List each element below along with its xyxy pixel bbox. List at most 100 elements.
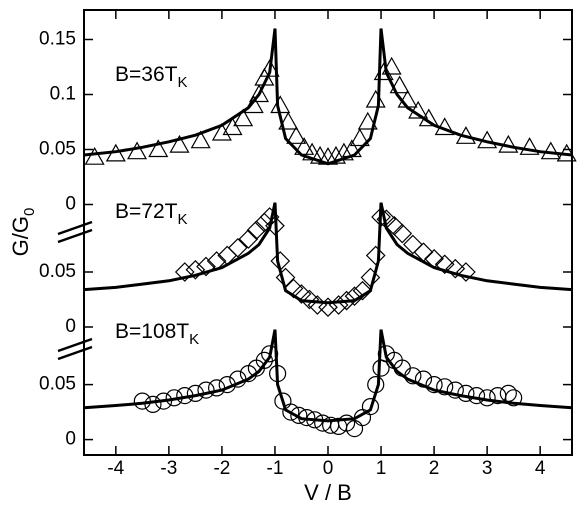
- marker: [397, 89, 418, 108]
- marker: [148, 139, 169, 158]
- curve: [83, 329, 573, 423]
- marker: [255, 351, 273, 369]
- marker: [413, 242, 434, 263]
- marker: [381, 56, 402, 75]
- marker: [477, 130, 498, 149]
- marker: [246, 220, 267, 241]
- marker: [174, 262, 195, 282]
- y-tick-label: 0.15: [39, 29, 76, 50]
- x-tick-label: -2: [213, 458, 230, 479]
- marker: [291, 284, 312, 304]
- marker: [133, 392, 151, 410]
- marker: [197, 381, 215, 399]
- marker: [222, 117, 243, 136]
- x-tick-label: 1: [376, 458, 387, 479]
- marker: [425, 376, 443, 394]
- marker: [286, 126, 307, 144]
- marker: [436, 378, 454, 396]
- marker: [196, 256, 216, 277]
- marker: [261, 345, 279, 363]
- marker: [467, 387, 486, 405]
- marker: [434, 254, 455, 275]
- marker: [227, 237, 248, 258]
- marker: [254, 67, 275, 86]
- marker: [306, 411, 324, 429]
- marker: [269, 365, 287, 383]
- marker: [373, 62, 394, 81]
- y-tick-label: 0.05: [39, 139, 76, 160]
- marker: [478, 389, 496, 407]
- marker: [349, 128, 370, 147]
- marker: [505, 389, 523, 407]
- y-tick-label: 0: [65, 429, 76, 450]
- y-tick-label: 0.05: [39, 374, 76, 395]
- annotation: B=36TK: [115, 63, 187, 92]
- marker: [254, 212, 275, 233]
- marker: [499, 384, 517, 402]
- marker: [556, 143, 577, 162]
- marker: [333, 142, 354, 161]
- y-tick-label: 0.1: [50, 84, 76, 105]
- marker: [283, 278, 304, 299]
- x-tick-label: -4: [107, 458, 124, 479]
- marker: [392, 223, 413, 244]
- marker: [404, 367, 422, 385]
- marker: [302, 142, 323, 161]
- marker: [229, 370, 247, 388]
- curve: [83, 202, 573, 305]
- x-tick-label: 4: [535, 458, 546, 479]
- marker: [211, 122, 232, 141]
- marker: [365, 245, 386, 266]
- marker: [519, 137, 540, 155]
- marker: [278, 111, 299, 130]
- x-tick-label: -3: [160, 458, 177, 479]
- marker: [540, 141, 561, 160]
- marker: [357, 111, 378, 130]
- marker: [165, 389, 183, 407]
- marker: [318, 297, 338, 318]
- marker: [317, 146, 339, 165]
- annotation: B=72TK: [115, 200, 187, 229]
- x-axis-label: V / B: [304, 480, 352, 505]
- marker: [434, 117, 455, 136]
- marker: [456, 262, 476, 282]
- marker: [336, 290, 357, 311]
- marker: [414, 370, 433, 388]
- marker: [376, 209, 397, 230]
- marker: [328, 295, 349, 315]
- marker: [408, 100, 429, 119]
- marker: [367, 376, 385, 394]
- axis-break: [57, 220, 93, 361]
- marker: [206, 251, 227, 271]
- marker: [233, 108, 254, 127]
- x-tick-label: 3: [482, 458, 493, 479]
- marker: [299, 289, 320, 310]
- marker: [169, 134, 190, 153]
- marker: [344, 286, 365, 307]
- marker: [403, 234, 423, 255]
- marker: [498, 134, 519, 153]
- y-tick-label: 0: [65, 194, 76, 215]
- marker: [275, 267, 296, 288]
- y-tick-label: 0.05: [39, 261, 76, 282]
- annotation: B=108TK: [115, 320, 199, 349]
- marker: [270, 95, 291, 114]
- marker: [389, 75, 410, 94]
- marker: [243, 95, 264, 114]
- marker: [154, 392, 173, 410]
- marker: [265, 215, 285, 236]
- marker: [270, 251, 291, 271]
- marker: [455, 126, 476, 144]
- marker: [249, 84, 270, 103]
- x-tick-label: 0: [323, 458, 334, 479]
- marker: [418, 108, 439, 127]
- y-axis-label: G/G0: [8, 208, 39, 257]
- marker: [259, 58, 280, 77]
- marker: [190, 130, 211, 149]
- x-tick-label: -1: [267, 458, 284, 479]
- marker: [238, 229, 259, 249]
- marker: [186, 384, 204, 402]
- marker: [352, 280, 373, 301]
- marker: [185, 259, 206, 280]
